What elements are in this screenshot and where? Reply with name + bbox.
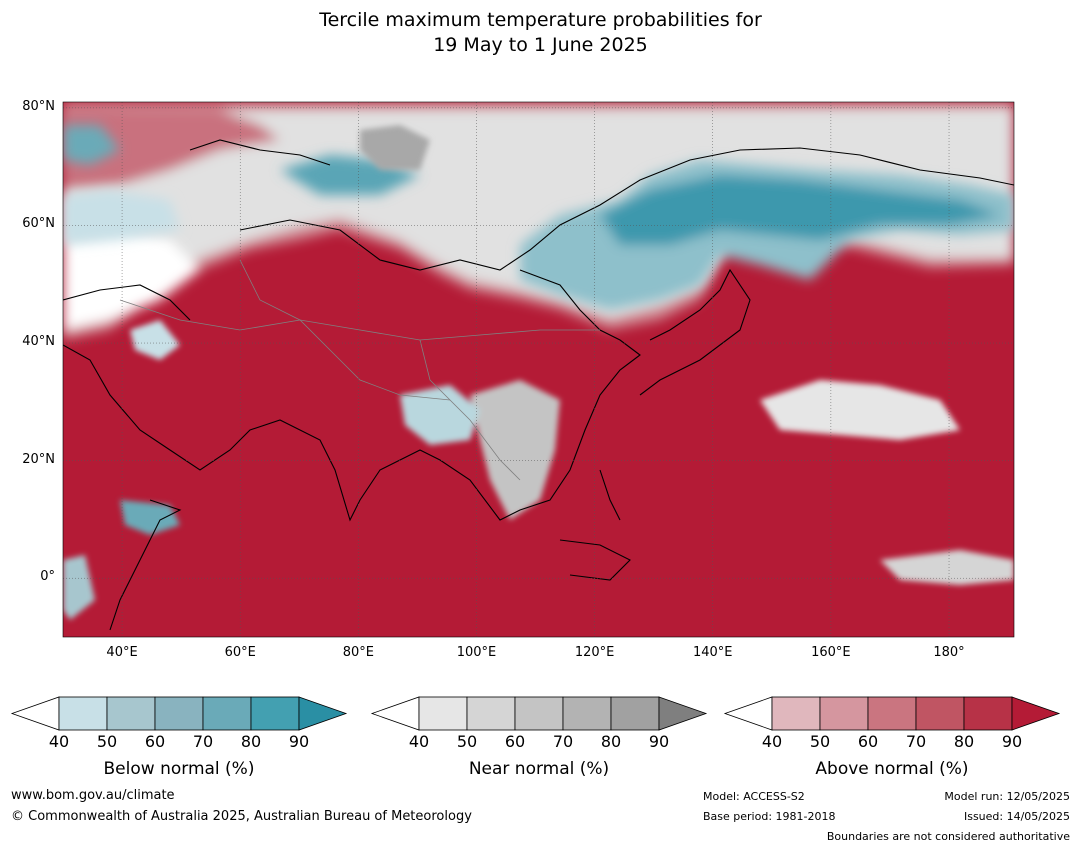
near-legend-tick: 50: [456, 732, 478, 751]
below-legend-tick: 50: [96, 732, 118, 751]
below-legend-tick: 40: [48, 732, 70, 751]
below-legend-max-extend: [298, 696, 348, 731]
near-normal-pockets: [63, 125, 1014, 620]
model-run-date: Model run: 12/05/2025: [944, 790, 1070, 803]
lon-tick-label: 160°E: [811, 645, 851, 660]
near-legend-swatch: [562, 696, 612, 731]
title-line-2: 19 May to 1 June 2025: [433, 34, 648, 56]
lat-tick-label: 40°N: [22, 334, 55, 350]
model-name: Model: ACCESS-S2: [703, 790, 805, 803]
above-legend-swatch: [867, 696, 917, 731]
coastlines: [63, 139, 1014, 631]
lat-tick-label: 80°N: [22, 98, 55, 114]
lat-tick-label: 20°N: [22, 451, 55, 467]
above-legend-tick: 70: [905, 732, 927, 751]
lon-tick-label: 40°E: [106, 645, 138, 660]
near-legend-tick: 80: [600, 732, 622, 751]
lat-tick-label: 0°: [40, 569, 55, 585]
above-legend-max-extend: [1011, 696, 1061, 731]
above-legend-swatch: [819, 696, 869, 731]
near-legend-max-extend: [658, 696, 708, 731]
near-legend-min-extend: [370, 696, 420, 731]
lon-tick-label: 180°: [933, 645, 965, 660]
below-legend-tick: 80: [240, 732, 262, 751]
above-legend-min-extend: [723, 696, 773, 731]
above-normal-base: [63, 102, 1014, 637]
near-legend-swatch: [514, 696, 564, 731]
below-normal-siberia: [63, 125, 1014, 310]
above-legend-swatch: [771, 696, 821, 731]
above-legend-tick: 90: [1001, 732, 1023, 751]
lon-tick-label: 60°E: [224, 645, 256, 660]
above-legend-swatch: [963, 696, 1013, 731]
near-legend-tick: 90: [648, 732, 670, 751]
above-legend-tick: 60: [857, 732, 879, 751]
below-legend-swatch: [106, 696, 156, 731]
above-legend-swatch: [915, 696, 965, 731]
near-legend-tick: 40: [408, 732, 430, 751]
near-legend-swatch: [418, 696, 468, 731]
northern-near-normal-region: [63, 102, 1014, 340]
lon-tick-label: 120°E: [574, 645, 615, 660]
above-legend-tick: 40: [761, 732, 783, 751]
lon-tick-label: 140°E: [692, 645, 733, 660]
below-legend-swatch: [154, 696, 204, 731]
below-legend-tick: 70: [192, 732, 214, 751]
map-gridlines: [63, 102, 1014, 637]
below-legend-min-extend: [10, 696, 60, 731]
below-legend-swatch: [250, 696, 300, 731]
boundary-disclaimer: Boundaries are not considered authoritat…: [826, 830, 1070, 843]
copyright-text: © Commonwealth of Australia 2025, Austra…: [11, 809, 472, 824]
chart-title: Tercile maximum temperature probabilitie…: [0, 8, 1081, 58]
near-legend-tick: 60: [504, 732, 526, 751]
near-legend-tick: 70: [552, 732, 574, 751]
below-legend-swatch: [58, 696, 108, 731]
below-legend-title: Below normal (%): [103, 759, 255, 779]
below-legend-swatch: [202, 696, 252, 731]
map-frame: [62, 101, 1015, 638]
below-legend-tick: 60: [144, 732, 166, 751]
near-legend-swatch: [466, 696, 516, 731]
above-legend-tick: 50: [809, 732, 831, 751]
base-period: Base period: 1981-2018: [703, 810, 836, 823]
lon-tick-label: 80°E: [342, 645, 374, 660]
above-legend-tick: 80: [953, 732, 975, 751]
website-link[interactable]: www.bom.gov.au/climate: [11, 788, 175, 803]
near-legend-swatch: [610, 696, 660, 731]
above-legend-title: Above normal (%): [815, 759, 969, 779]
lat-tick-label: 60°N: [22, 216, 55, 232]
title-line-1: Tercile maximum temperature probabilitie…: [319, 9, 762, 31]
country-borders: [119, 259, 600, 481]
below-legend-tick: 90: [288, 732, 310, 751]
issued-date: Issued: 14/05/2025: [963, 810, 1070, 823]
near-legend-title: Near normal (%): [468, 759, 610, 779]
lon-tick-label: 100°E: [456, 645, 497, 660]
